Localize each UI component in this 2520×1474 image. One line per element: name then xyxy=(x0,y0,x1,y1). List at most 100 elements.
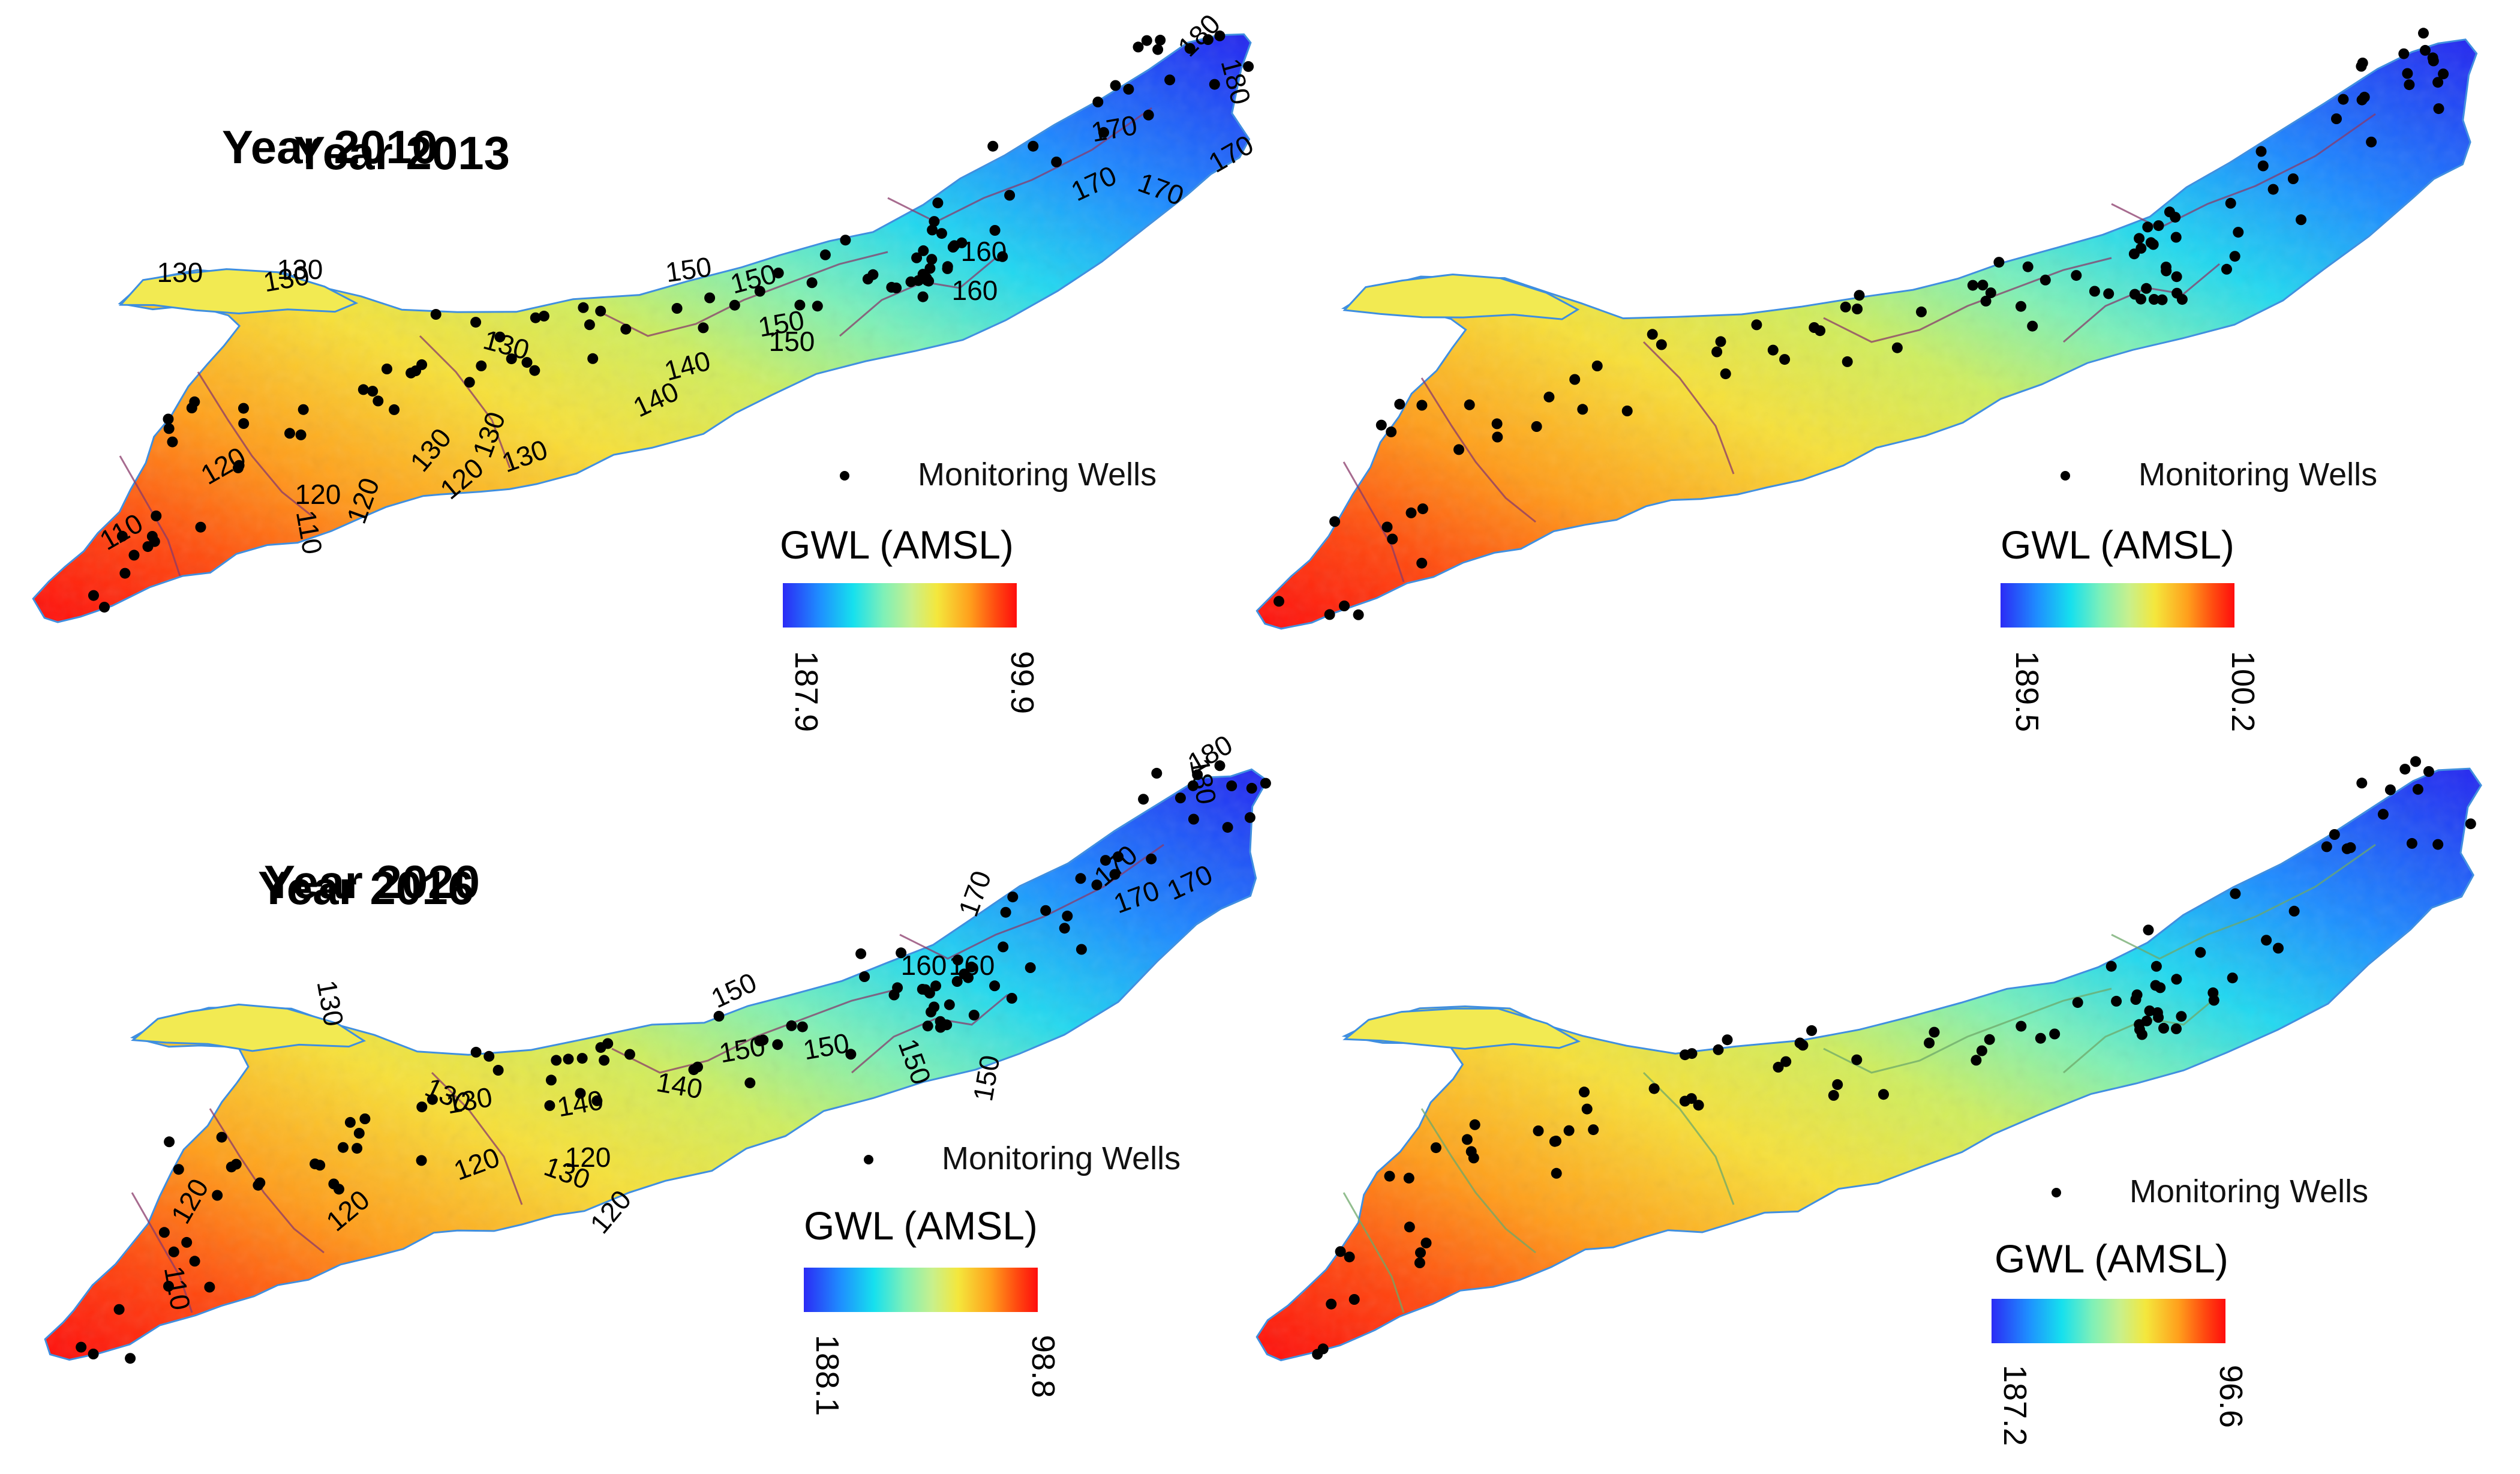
monitoring-well xyxy=(506,353,517,365)
contour-line xyxy=(209,1108,325,1254)
wells-legend-label: Monitoring Wells xyxy=(2129,1173,2369,1209)
monitoring-well xyxy=(128,550,140,561)
monitoring-well xyxy=(1133,41,1144,53)
monitoring-well xyxy=(1329,516,1341,527)
monitoring-well xyxy=(545,1074,557,1086)
monitoring-well xyxy=(1059,923,1070,934)
monitoring-well xyxy=(1551,1136,1561,1146)
monitoring-well xyxy=(2321,841,2332,852)
monitoring-well xyxy=(416,1101,428,1113)
monitoring-well xyxy=(2143,924,2154,936)
monitoring-well xyxy=(2433,103,2444,115)
monitoring-well xyxy=(1686,1093,1697,1104)
monitoring-well xyxy=(911,252,923,263)
monitoring-well xyxy=(173,1164,184,1175)
monitoring-well xyxy=(2229,251,2240,262)
contour-line xyxy=(2111,843,2376,960)
monitoring-well xyxy=(1386,426,1397,437)
monitoring-well xyxy=(1076,944,1087,955)
monitoring-well xyxy=(1916,306,1927,317)
monitoring-well xyxy=(230,1158,242,1170)
contour-line xyxy=(1823,257,2112,343)
monitoring-well xyxy=(1394,398,1405,410)
monitoring-well xyxy=(2412,783,2423,795)
monitoring-well xyxy=(168,1246,179,1257)
legend-title: GWL (AMSL) xyxy=(804,1203,1038,1248)
monitoring-well xyxy=(1155,34,1166,46)
monitoring-well xyxy=(855,948,867,959)
monitoring-well xyxy=(773,268,784,279)
monitoring-well xyxy=(470,1046,482,1058)
monitoring-well xyxy=(917,269,929,280)
colorbar-min-label: 100.2 xyxy=(2225,651,2261,733)
monitoring-well xyxy=(189,396,200,407)
wells-legend-dot xyxy=(2061,471,2070,481)
northern-arm xyxy=(1342,273,1580,320)
monitoring-well xyxy=(2428,55,2439,67)
contour-label: 110 xyxy=(158,1264,197,1313)
monitoring-well xyxy=(295,429,307,440)
monitoring-well xyxy=(167,436,178,448)
monitoring-well xyxy=(2356,94,2368,106)
monitoring-well xyxy=(88,590,99,601)
monitoring-well xyxy=(1577,404,1588,415)
monitoring-well xyxy=(2230,888,2241,899)
monitoring-well xyxy=(1579,1086,1590,1098)
monitoring-well xyxy=(2287,173,2299,184)
monitoring-well xyxy=(2261,935,2272,946)
monitoring-well xyxy=(892,982,903,993)
monitoring-well xyxy=(1075,873,1086,884)
monitoring-well xyxy=(1146,853,1157,864)
monitoring-well xyxy=(2111,995,2122,1007)
monitoring-well xyxy=(2155,982,2166,993)
monitoring-well xyxy=(794,299,806,311)
monitoring-well xyxy=(587,353,599,364)
monitoring-well xyxy=(314,1160,326,1171)
wells-legend-dot xyxy=(840,471,849,481)
monitoring-well xyxy=(1025,962,1036,973)
monitoring-well xyxy=(2105,960,2117,972)
monitoring-well xyxy=(754,286,765,297)
monitoring-well xyxy=(989,980,1001,992)
monitoring-well xyxy=(1984,1034,1995,1045)
monitoring-well xyxy=(744,1077,756,1089)
monitoring-well xyxy=(1430,1142,1441,1154)
monitoring-well xyxy=(2227,972,2238,984)
monitoring-well xyxy=(151,511,162,521)
monitoring-well xyxy=(1381,521,1393,533)
monitoring-well xyxy=(1492,431,1503,443)
monitoring-well xyxy=(1773,1061,1784,1073)
colorbar xyxy=(804,1268,1038,1312)
monitoring-well xyxy=(2134,233,2145,244)
monitoring-well xyxy=(116,530,128,542)
monitoring-well xyxy=(1878,1089,1889,1100)
monitoring-well xyxy=(163,423,175,434)
monitoring-well xyxy=(2257,160,2269,172)
raster-texture xyxy=(1257,768,2482,1361)
monitoring-well xyxy=(671,303,683,314)
monitoring-well xyxy=(987,140,999,152)
monitoring-well xyxy=(840,235,851,246)
monitoring-well xyxy=(2398,48,2410,59)
monitoring-well xyxy=(382,364,392,374)
monitoring-well xyxy=(1138,794,1149,805)
monitoring-well xyxy=(2195,947,2206,958)
contour-line xyxy=(1823,987,2112,1074)
contour-label: 130 xyxy=(157,257,203,288)
monitoring-well xyxy=(797,1021,808,1032)
monitoring-well xyxy=(952,954,963,966)
monitoring-well xyxy=(602,1038,614,1049)
monitoring-well xyxy=(1621,406,1633,416)
monitoring-well xyxy=(563,1053,574,1065)
monitoring-well xyxy=(917,291,929,302)
monitoring-well xyxy=(859,971,870,982)
monitoring-well xyxy=(624,1049,635,1060)
panel-title: Year 2020 xyxy=(264,855,480,908)
contour-line xyxy=(1342,1192,1405,1313)
monitoring-well xyxy=(1417,503,1428,515)
monitoring-well xyxy=(2356,777,2368,789)
contour-label: 120 xyxy=(565,1142,611,1173)
contour-line xyxy=(1642,1071,1735,1205)
monitoring-well xyxy=(926,254,938,265)
